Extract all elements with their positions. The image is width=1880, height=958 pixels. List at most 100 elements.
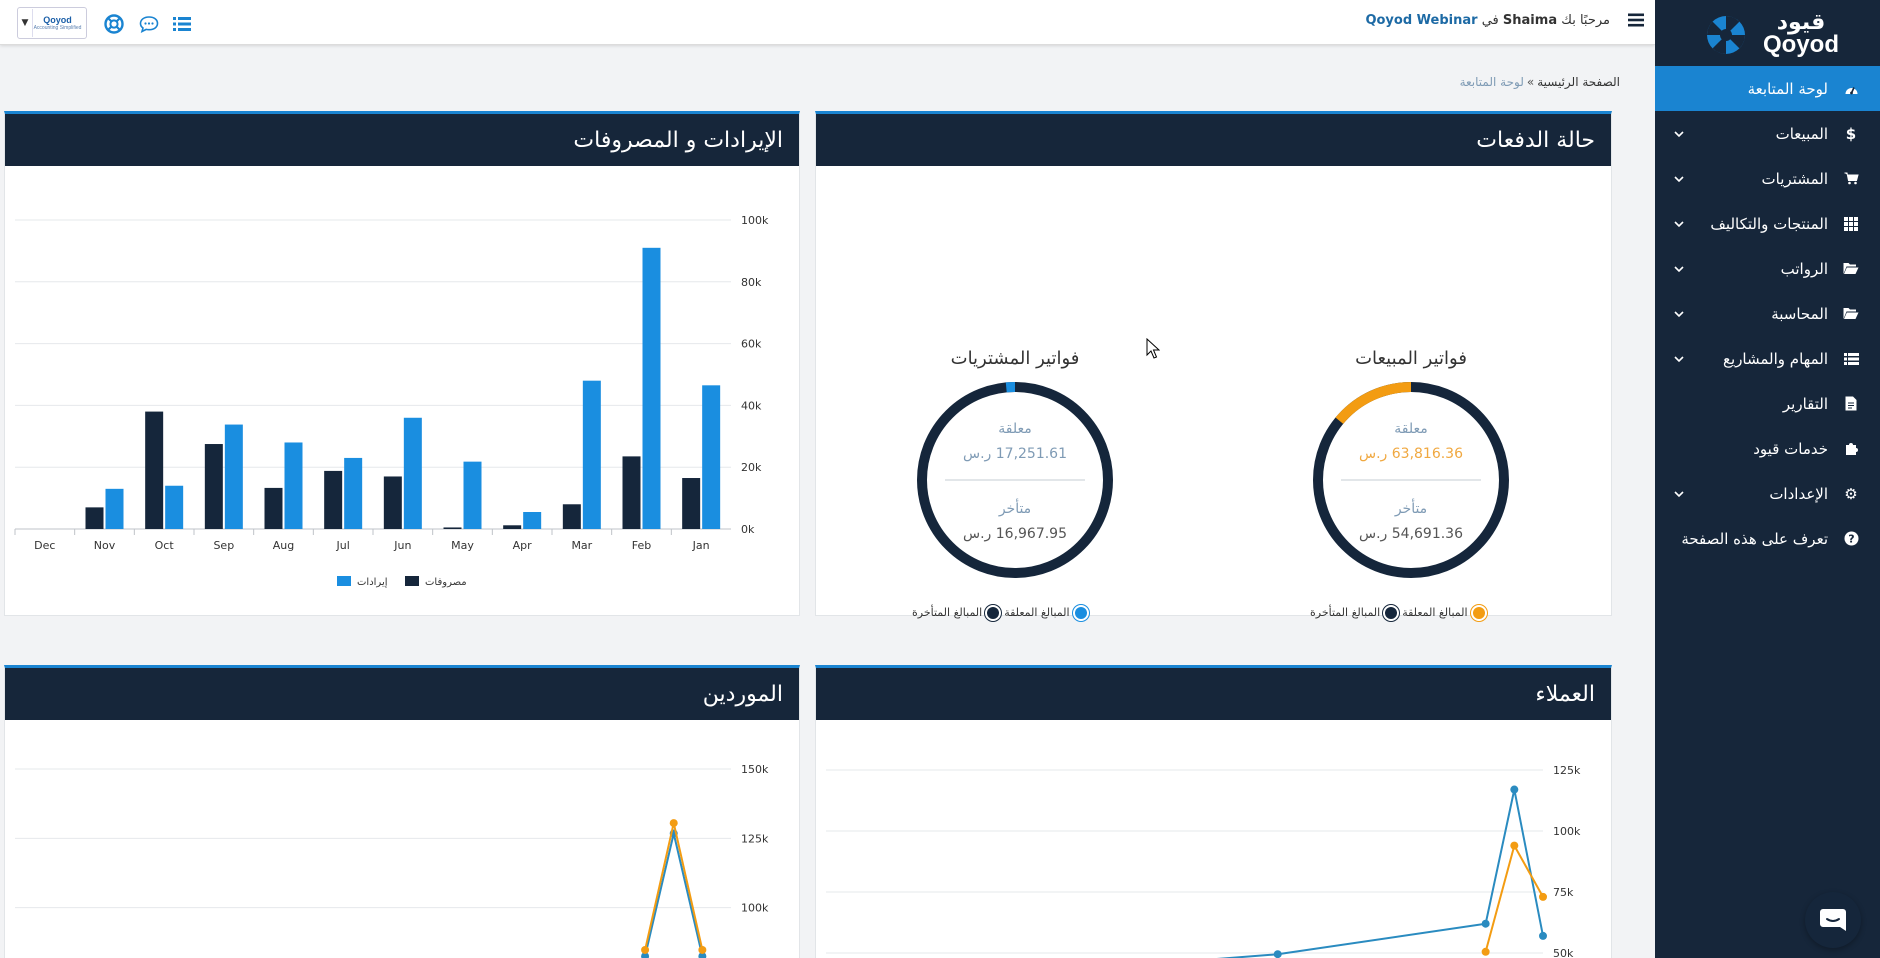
x-tick-label: Mar — [571, 539, 592, 552]
live-chat-launcher-button[interactable] — [1805, 892, 1861, 948]
x-tick-label: Aug — [273, 539, 294, 552]
chat-comments-icon[interactable] — [138, 13, 160, 35]
legend-dot-open[interactable] — [1074, 606, 1087, 619]
dollar-icon: $ — [1845, 124, 1857, 143]
bar-revenue[interactable] — [463, 461, 482, 529]
bar-expenses[interactable] — [145, 411, 164, 529]
series-line[interactable] — [826, 789, 1544, 958]
cart-icon — [1842, 170, 1860, 188]
chevron-down-icon — [1673, 171, 1685, 183]
series-point[interactable] — [1539, 931, 1547, 940]
sidebar-item-label: لوحة المتابعة — [1747, 79, 1828, 98]
logo-latin-text: Qoyod — [1763, 31, 1839, 58]
bar-expenses[interactable] — [324, 470, 343, 529]
bar-revenue[interactable] — [344, 457, 363, 529]
purchases-legend-overdue[interactable]: المبالغ المتأخرة — [912, 606, 983, 619]
legend-dot-overdue[interactable] — [1385, 606, 1398, 619]
hamburger-menu-icon[interactable] — [1627, 12, 1645, 30]
breadcrumb: الصفحة الرئيسية»لوحة المتابعة — [1460, 75, 1620, 89]
series-point[interactable] — [1539, 892, 1547, 901]
legend-label[interactable]: إيرادات — [357, 577, 388, 588]
sidebar-item[interactable]: المنتجات والتكاليف — [1655, 201, 1880, 246]
series-point[interactable] — [1481, 947, 1490, 956]
sidebar-item[interactable]: $ المبيعات — [1655, 111, 1880, 156]
question-icon: ? — [1842, 530, 1860, 548]
bar-expenses[interactable] — [562, 504, 581, 529]
sales-legend-overdue[interactable]: المبالغ المتأخرة — [1310, 606, 1381, 619]
x-tick-label: Jun — [393, 539, 411, 552]
series-point[interactable] — [1481, 919, 1490, 928]
bar-expenses[interactable] — [85, 507, 104, 529]
series-line[interactable] — [644, 822, 704, 951]
sidebar-item[interactable]: المشتريات — [1655, 156, 1880, 201]
sidebar-item[interactable]: ⚙ الإعدادات — [1655, 471, 1880, 516]
legend-swatch[interactable] — [405, 576, 419, 586]
sales-open-arc[interactable] — [1335, 382, 1412, 424]
list-icon — [1842, 350, 1860, 368]
sidebar-item[interactable]: الرواتب — [1655, 246, 1880, 291]
bar-expenses[interactable] — [503, 525, 522, 529]
sidebar-item[interactable]: التقارير — [1655, 381, 1880, 426]
series-line[interactable] — [644, 833, 704, 957]
bar-revenue[interactable] — [582, 380, 601, 529]
series-line[interactable] — [1484, 843, 1544, 953]
x-tick-label: Nov — [94, 539, 116, 552]
purchases-legend-open[interactable]: المبالغ المعلقة — [1004, 606, 1070, 619]
bar-revenue[interactable] — [165, 485, 184, 529]
series-point[interactable] — [698, 952, 707, 958]
bar-revenue[interactable] — [523, 512, 542, 529]
company-name-link[interactable]: Qoyod Webinar — [1365, 13, 1478, 28]
suppliers-card-header: الموردين — [5, 668, 799, 720]
chevron-down-icon — [1673, 351, 1685, 363]
bar-revenue[interactable] — [702, 385, 721, 529]
sidebar-item[interactable]: لوحة المتابعة — [1655, 66, 1880, 111]
sidebar-menu: لوحة المتابعة $ المبيعات المشتريات المنتجات … — [1655, 66, 1880, 561]
series-point[interactable] — [1510, 841, 1519, 850]
mouse-cursor-icon — [1146, 338, 1160, 359]
bar-revenue[interactable] — [642, 247, 661, 529]
user-menu-dropdown[interactable]: ▼ Qoyod Accounting Simplified — [17, 7, 87, 39]
series-point[interactable] — [641, 952, 650, 958]
breadcrumb-home-link[interactable]: الصفحة الرئيسية — [1537, 75, 1620, 89]
payments-card-header: حالة الدفعات — [816, 114, 1611, 166]
sales-overdue-label: متأخر — [1394, 501, 1428, 517]
support-lifebuoy-icon[interactable] — [103, 13, 125, 35]
bar-expenses[interactable] — [204, 444, 223, 529]
series-point[interactable] — [641, 945, 650, 954]
legend-label[interactable]: مصروفات — [425, 577, 467, 588]
sidebar-item[interactable]: المحاسبة — [1655, 291, 1880, 336]
bar-revenue[interactable] — [105, 488, 124, 529]
bar-expenses[interactable] — [443, 527, 462, 529]
bar-expenses[interactable] — [682, 478, 701, 529]
series-point[interactable] — [669, 819, 678, 828]
series-point[interactable] — [698, 945, 707, 954]
bar-expenses[interactable] — [622, 456, 641, 529]
legend-swatch[interactable] — [337, 576, 351, 586]
bar-expenses[interactable] — [383, 476, 402, 529]
bar-revenue[interactable] — [284, 442, 303, 529]
series-point[interactable] — [1273, 950, 1282, 958]
y-tick-label: 20k — [741, 461, 762, 474]
bar-revenue[interactable] — [403, 417, 422, 529]
bar-expenses[interactable] — [264, 487, 283, 529]
sidebar-item[interactable]: خدمات قيود — [1655, 426, 1880, 471]
sidebar-item-label: تعرف على هذه الصفحة — [1681, 529, 1828, 548]
suppliers-card-body: 75k100k125k150k — [5, 720, 799, 958]
sidebar-item[interactable]: المهام والمشاريع — [1655, 336, 1880, 381]
sales-invoices-title: فواتير المبيعات — [1355, 348, 1467, 369]
sidebar-item[interactable]: ? تعرف على هذه الصفحة — [1655, 516, 1880, 561]
legend-dot-overdue[interactable] — [987, 606, 1000, 619]
legend-dot-open[interactable] — [1472, 606, 1485, 619]
caret-down-icon: ▼ — [21, 18, 29, 28]
sales-legend-open[interactable]: المبالغ المعلقة — [1402, 606, 1468, 619]
task-list-icon[interactable] — [171, 13, 193, 35]
chevron-down-icon — [1673, 261, 1685, 273]
series-point[interactable] — [1510, 785, 1519, 794]
qoyod-logo[interactable]: قيود Qoyod — [1655, 0, 1880, 66]
sales-legend: المبالغ المعلقة المبالغ المتأخرة — [1310, 606, 1490, 619]
gear-icon: ⚙ — [1844, 484, 1858, 503]
bar-revenue[interactable] — [224, 424, 243, 529]
x-tick-label: Apr — [513, 539, 533, 552]
sidebar-item-label: الإعدادات — [1769, 484, 1828, 503]
sidebar-item-label: المنتجات والتكاليف — [1710, 214, 1828, 233]
